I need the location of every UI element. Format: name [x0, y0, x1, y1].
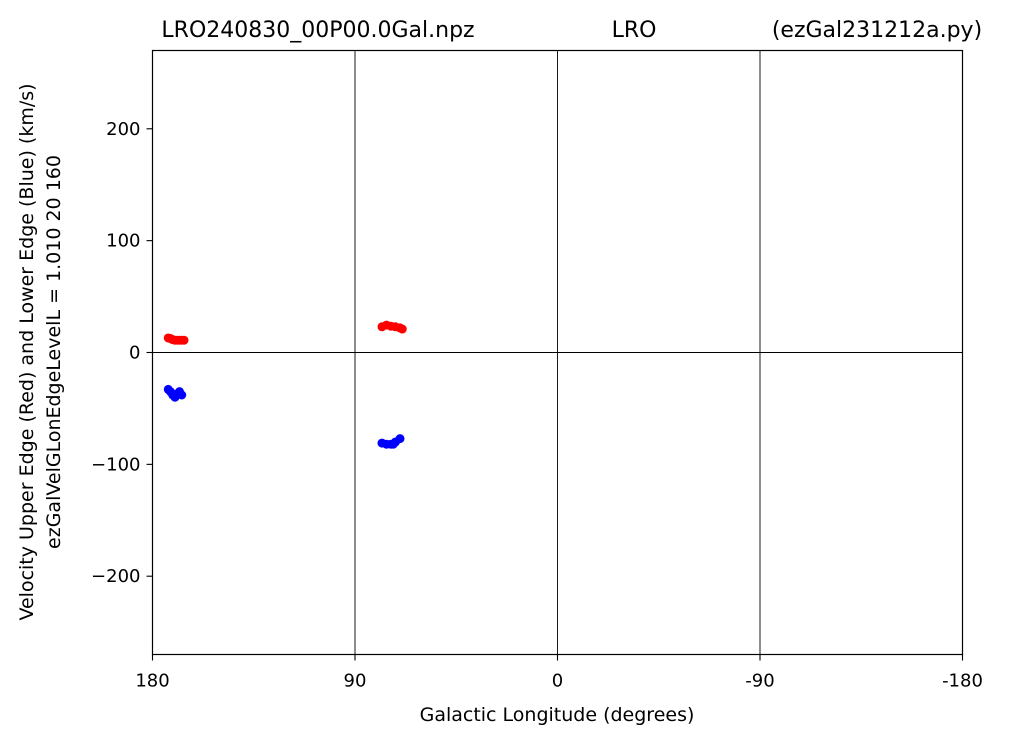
x-tick-label-2: 0 — [552, 671, 563, 692]
chart-title-left: LRO240830_00P00.0Gal.npz — [161, 18, 474, 43]
y-axis-ticks: 200 100 0 −100 −200 — [91, 119, 153, 587]
x-tick-label-3: -90 — [745, 671, 774, 692]
x-axis-ticks: 180 90 0 -90 -180 — [135, 654, 983, 692]
y-tick-label-2: 0 — [129, 343, 140, 364]
y-axis-label-line-2: ezGalVelGLonEdgeLevelL = 1.010 20 160 — [43, 155, 65, 549]
x-axis-label: Galactic Longitude (degrees) — [420, 704, 695, 726]
y-axis-label-line-1: Velocity Upper Edge (Red) and Lower Edge… — [16, 83, 38, 620]
y-tick-label-1: 100 — [106, 231, 140, 252]
grid-lines — [152, 50, 963, 655]
y-tick-label-0: 200 — [106, 119, 140, 140]
chart-title-center: LRO — [612, 18, 657, 43]
data-point-s1-6 — [177, 390, 187, 400]
y-tick-label-4: −200 — [91, 566, 140, 587]
data-point-s0-7 — [179, 335, 189, 345]
x-tick-label-0: 180 — [135, 671, 169, 692]
x-tick-label-1: 90 — [344, 671, 367, 692]
y-tick-label-3: −100 — [91, 454, 140, 475]
x-tick-label-4: -180 — [942, 671, 983, 692]
chart-title-right: (ezGal231212a.py) — [772, 18, 982, 43]
data-points — [163, 320, 407, 449]
data-point-s0-13 — [397, 324, 407, 334]
data-point-s1-12 — [395, 434, 405, 444]
